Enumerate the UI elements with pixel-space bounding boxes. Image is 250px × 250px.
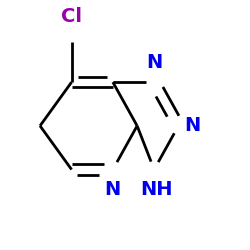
Text: NH: NH	[140, 180, 173, 200]
Text: N: N	[146, 54, 162, 72]
Text: N: N	[105, 180, 121, 200]
Text: Cl: Cl	[61, 7, 82, 26]
Text: N: N	[184, 116, 201, 135]
